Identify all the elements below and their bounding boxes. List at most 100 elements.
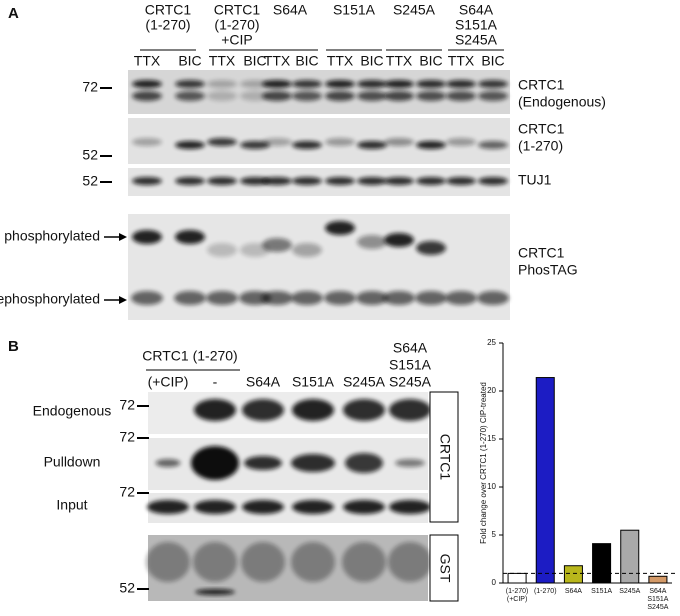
blot-band xyxy=(325,138,355,146)
x-tick-label: (1-270) xyxy=(534,588,557,595)
blot-band xyxy=(325,91,355,101)
blot-band xyxy=(384,233,414,247)
blot-band xyxy=(384,80,414,88)
column-header: +CIP xyxy=(221,32,253,48)
blot-band xyxy=(388,542,432,582)
blot-band xyxy=(415,291,447,305)
blot-band xyxy=(207,138,237,146)
bar xyxy=(563,565,583,584)
marker-label: 52 xyxy=(82,173,98,189)
marker-label: 72 xyxy=(119,429,135,445)
blot-band xyxy=(343,399,385,421)
x-tick-label: (1-270) xyxy=(506,588,529,595)
blot-band xyxy=(194,500,236,514)
bar xyxy=(507,572,527,584)
lane-label: S64A xyxy=(393,340,428,356)
blot-band xyxy=(325,221,355,235)
x-tick-label: S64A xyxy=(649,588,666,595)
blot-band xyxy=(206,291,238,305)
blot-band xyxy=(262,80,292,88)
blot-band xyxy=(357,177,387,185)
blot-band xyxy=(291,291,323,305)
lane-label: S151A xyxy=(389,357,432,373)
blot-band xyxy=(356,291,388,305)
x-tick-label: S245A xyxy=(619,588,640,595)
blot-band xyxy=(175,91,205,101)
blot-band xyxy=(147,500,189,514)
blot-band xyxy=(242,399,284,421)
label-box xyxy=(429,391,459,523)
blot-band xyxy=(132,177,162,185)
box-label: GST xyxy=(437,554,453,583)
blot-band xyxy=(357,91,387,101)
y-tick-label: 15 xyxy=(487,434,496,443)
bar xyxy=(620,529,640,584)
blot-band xyxy=(324,291,356,305)
blot-band xyxy=(291,454,335,472)
blot-band xyxy=(357,80,387,88)
blot-label: CRTC1 xyxy=(518,121,565,137)
blot-band xyxy=(132,80,162,88)
blot-band xyxy=(131,291,163,305)
x-tick-label: (+CIP) xyxy=(507,596,527,603)
blot-band xyxy=(244,456,282,470)
blot-band xyxy=(478,141,508,149)
lane-label: TTX xyxy=(209,53,236,69)
blot-band xyxy=(325,177,355,185)
blot-band xyxy=(175,141,205,149)
blot-band xyxy=(191,446,239,480)
blot-band xyxy=(416,177,446,185)
blot-band xyxy=(262,177,292,185)
blot-band xyxy=(389,399,431,421)
y-tick-label: 0 xyxy=(492,578,497,587)
blot-background xyxy=(148,535,428,601)
blot-band xyxy=(357,141,387,149)
blot-band xyxy=(292,177,322,185)
arrow-head xyxy=(119,296,127,304)
row-label: Pulldown xyxy=(44,454,101,470)
blot-band xyxy=(292,500,334,514)
blot-band xyxy=(262,238,292,252)
bar xyxy=(535,377,555,584)
blot-band xyxy=(242,500,284,514)
blot-band xyxy=(261,291,293,305)
blot-band xyxy=(132,230,162,244)
blot-label: TUJ1 xyxy=(518,172,552,188)
blot-band xyxy=(384,177,414,185)
blot-band xyxy=(345,453,383,473)
blot-band xyxy=(416,80,446,88)
blot-band xyxy=(446,80,476,88)
x-tick-label: S151A xyxy=(647,596,668,603)
x-tick-label: S245A xyxy=(647,604,668,611)
blot-band xyxy=(292,80,322,88)
blot-background xyxy=(128,118,510,164)
blot-band xyxy=(478,177,508,185)
column-header: S64A xyxy=(459,2,494,18)
blot-band xyxy=(155,459,181,467)
blot-band xyxy=(446,91,476,101)
row-label: Input xyxy=(56,497,87,513)
column-header: S64A xyxy=(273,2,308,18)
lane-label: TTX xyxy=(327,53,354,69)
blot-band xyxy=(445,291,477,305)
blot-band xyxy=(384,138,414,146)
blot-band xyxy=(292,243,322,257)
label-box xyxy=(429,534,459,602)
blot-band xyxy=(416,241,446,255)
lane-label: S245A xyxy=(343,374,386,390)
blot-band xyxy=(132,138,162,146)
blot-band xyxy=(146,542,190,582)
blot-background xyxy=(148,438,428,490)
blot-band xyxy=(291,542,335,582)
blot-band xyxy=(325,80,355,88)
blot-band xyxy=(240,80,270,88)
blot-label: CRTC1 xyxy=(518,77,565,93)
lane-label: (+CIP) xyxy=(148,374,189,390)
blot-band xyxy=(416,91,446,101)
blot-band xyxy=(383,291,415,305)
column-header: CRTC1 xyxy=(214,2,261,18)
blot-band xyxy=(446,138,476,146)
blot-band xyxy=(384,91,414,101)
blot-background xyxy=(148,392,428,434)
